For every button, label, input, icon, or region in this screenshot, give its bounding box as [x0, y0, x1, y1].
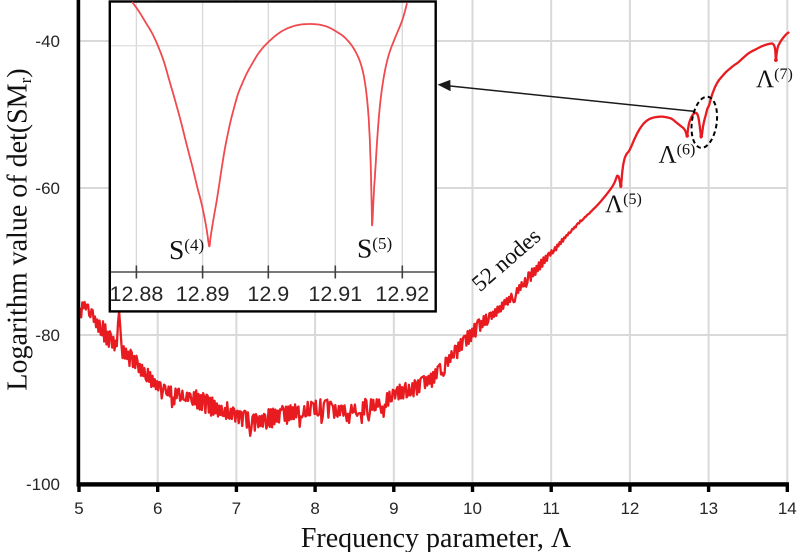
svg-text:Frequency parameter, Λ: Frequency parameter, Λ — [301, 523, 572, 552]
svg-text:8: 8 — [310, 499, 319, 518]
svg-text:12: 12 — [620, 499, 639, 518]
svg-text:-60: -60 — [35, 179, 60, 198]
svg-text:9: 9 — [389, 499, 398, 518]
svg-text:12.89: 12.89 — [176, 282, 230, 306]
svg-text:12.9: 12.9 — [247, 282, 289, 306]
svg-text:12.91: 12.91 — [308, 282, 362, 306]
svg-text:-80: -80 — [35, 326, 60, 345]
svg-text:Logarithm value of det(SMr): Logarithm value of det(SMr) — [3, 68, 36, 390]
svg-text:-100: -100 — [26, 475, 60, 494]
svg-text:11: 11 — [542, 499, 560, 518]
svg-text:-40: -40 — [35, 32, 60, 51]
svg-text:13: 13 — [699, 499, 718, 518]
svg-text:5: 5 — [74, 499, 83, 518]
svg-text:12.92: 12.92 — [375, 282, 429, 306]
svg-text:10: 10 — [463, 499, 482, 518]
svg-text:14: 14 — [778, 499, 797, 518]
svg-text:6: 6 — [153, 499, 162, 518]
svg-text:7: 7 — [232, 499, 241, 518]
svg-text:12.88: 12.88 — [109, 282, 163, 306]
